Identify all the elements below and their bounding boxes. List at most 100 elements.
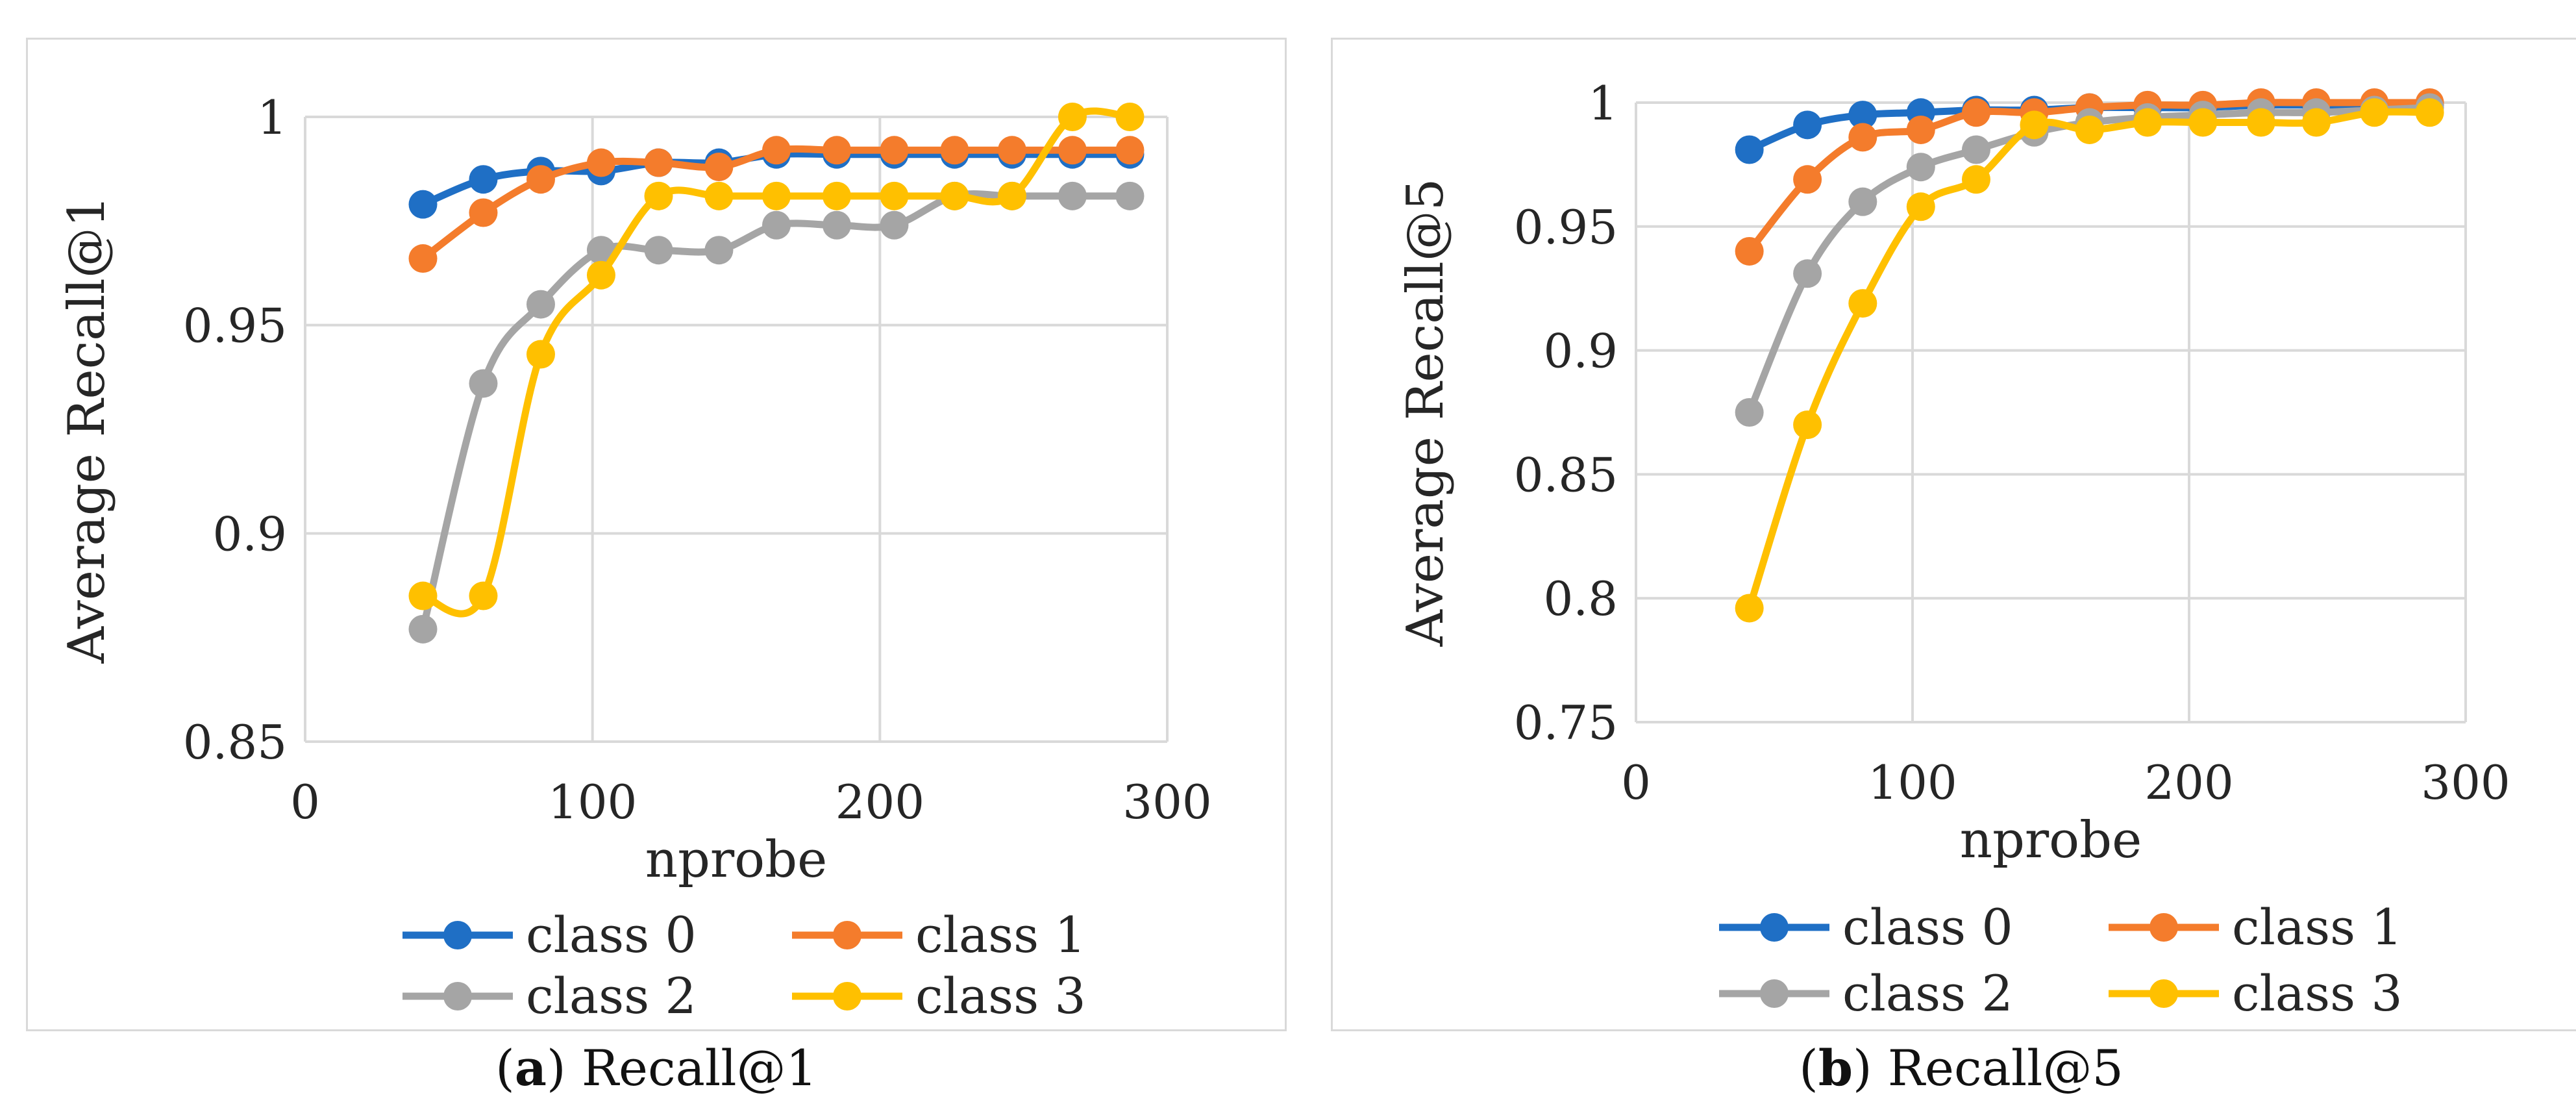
data-point-class-1	[1793, 165, 1822, 194]
data-point-class-3	[1906, 192, 1935, 221]
figure-svg: 0.85 0.9 0.95 1 0 100 200 300 nprobe Average Reca…	[58, 76, 2510, 1025]
x-tick-label: 200	[2144, 755, 2233, 810]
data-point-class-1	[1115, 136, 1145, 165]
caption-a: (a) Recall@1	[495, 1039, 817, 1097]
data-point-class-1	[762, 136, 791, 165]
data-point-class-1	[1961, 98, 1990, 127]
legend-label: class 2	[1842, 964, 2013, 1022]
data-point-class-2	[469, 369, 498, 398]
data-point-class-3	[2360, 98, 2389, 127]
data-point-class-1	[940, 136, 969, 165]
legend-label: class 3	[2232, 964, 2403, 1022]
data-point-class-3	[526, 340, 555, 369]
x-tick-label: 300	[1122, 775, 1211, 829]
data-point-class-3	[644, 181, 673, 210]
x-tick-label: 100	[1868, 755, 1957, 810]
legend-swatch-marker	[2149, 913, 2178, 942]
x-tick-label: 200	[836, 775, 924, 829]
data-point-class-3	[2415, 98, 2444, 127]
data-point-class-3	[880, 181, 909, 210]
data-point-class-2	[586, 236, 615, 265]
data-point-class-3	[704, 181, 734, 210]
data-point-class-3	[997, 181, 1026, 210]
caption-b: (b) Recall@5	[1799, 1039, 2124, 1097]
data-point-class-1	[526, 165, 555, 194]
data-point-class-3	[2075, 115, 2104, 144]
legend-label: class 1	[915, 906, 1086, 964]
data-point-class-2	[1906, 153, 1935, 182]
data-point-class-2	[1961, 135, 1990, 164]
data-point-class-1	[586, 148, 615, 177]
data-point-class-1	[644, 148, 673, 177]
data-point-class-0	[408, 190, 438, 219]
data-point-class-1	[1735, 236, 1764, 266]
data-point-class-3	[1848, 289, 1877, 318]
data-point-class-2	[526, 290, 555, 319]
data-point-class-3	[2301, 108, 2331, 137]
data-point-class-3	[1058, 103, 1087, 131]
y-axis-title: Average Recall@1	[58, 195, 116, 664]
data-point-class-1	[469, 198, 498, 227]
data-point-class-2	[1058, 181, 1087, 210]
data-point-class-3	[940, 181, 969, 210]
data-point-class-1	[1906, 115, 1935, 144]
data-point-class-2	[880, 210, 909, 240]
data-point-class-2	[1115, 181, 1145, 210]
legend-swatch-marker	[1760, 913, 1789, 942]
x-tick-label: 100	[548, 775, 637, 829]
legend-swatch-marker	[1760, 979, 1789, 1008]
data-point-class-1	[704, 152, 734, 181]
legend-label: class 2	[526, 967, 697, 1025]
chart-a: 0.85 0.9 0.95 1 0 100 200 300 nprobe Average Reca…	[58, 90, 1212, 1025]
data-point-class-2	[1848, 187, 1877, 216]
legend-swatch-marker	[443, 982, 472, 1010]
legend-swatch-marker	[443, 921, 472, 949]
data-point-class-2	[1735, 398, 1764, 427]
data-point-class-3	[1735, 594, 1764, 623]
data-point-class-3	[2133, 108, 2162, 137]
x-tick-label: 0	[1621, 755, 1651, 810]
x-axis-title: nprobe	[1960, 811, 2142, 870]
data-point-class-2	[704, 236, 734, 265]
data-point-class-0	[1848, 101, 1877, 130]
data-point-class-1	[997, 136, 1026, 165]
chart-frame-b	[1331, 38, 2576, 1031]
y-tick-label: 1	[1588, 76, 1618, 131]
data-point-class-1	[880, 136, 909, 165]
y-tick-label: 0.9	[212, 507, 287, 561]
y-tick-label: 0.75	[1514, 696, 1618, 750]
data-point-class-3	[1961, 165, 1990, 194]
data-point-class-1	[822, 136, 851, 165]
data-point-class-3	[2246, 108, 2275, 137]
data-point-class-2	[408, 614, 438, 644]
data-point-class-1	[408, 244, 438, 273]
legend-label: class 0	[1842, 898, 2013, 956]
x-tick-label: 300	[2421, 755, 2510, 810]
data-point-class-3	[1793, 410, 1822, 440]
data-point-class-2	[644, 236, 673, 265]
series-line-class-2	[1746, 104, 2430, 414]
data-point-class-2	[1793, 259, 1822, 288]
y-tick-label: 0.85	[1514, 447, 1618, 502]
data-point-class-0	[1735, 135, 1764, 164]
y-axis-title: Average Recall@5	[1396, 179, 1455, 647]
data-point-class-3	[469, 581, 498, 610]
x-tick-label: 0	[290, 775, 320, 829]
legend-label: class 0	[526, 906, 697, 964]
data-point-class-2	[822, 210, 851, 240]
data-point-class-3	[2188, 108, 2218, 137]
data-point-class-3	[1115, 103, 1145, 131]
data-point-class-0	[1793, 110, 1822, 140]
y-tick-label: 0.95	[183, 299, 287, 353]
y-tick-label: 0.8	[1543, 571, 1618, 626]
data-point-class-3	[762, 181, 791, 210]
y-tick-label: 0.85	[183, 715, 287, 770]
data-point-class-2	[762, 210, 791, 240]
legend-swatch-marker	[833, 982, 861, 1010]
data-point-class-3	[822, 181, 851, 210]
data-point-class-0	[469, 165, 498, 194]
legend-swatch-marker	[833, 921, 861, 949]
legend-label: class 1	[2232, 898, 2403, 956]
y-tick-label: 0.9	[1543, 324, 1618, 379]
data-point-class-3	[2020, 110, 2049, 140]
